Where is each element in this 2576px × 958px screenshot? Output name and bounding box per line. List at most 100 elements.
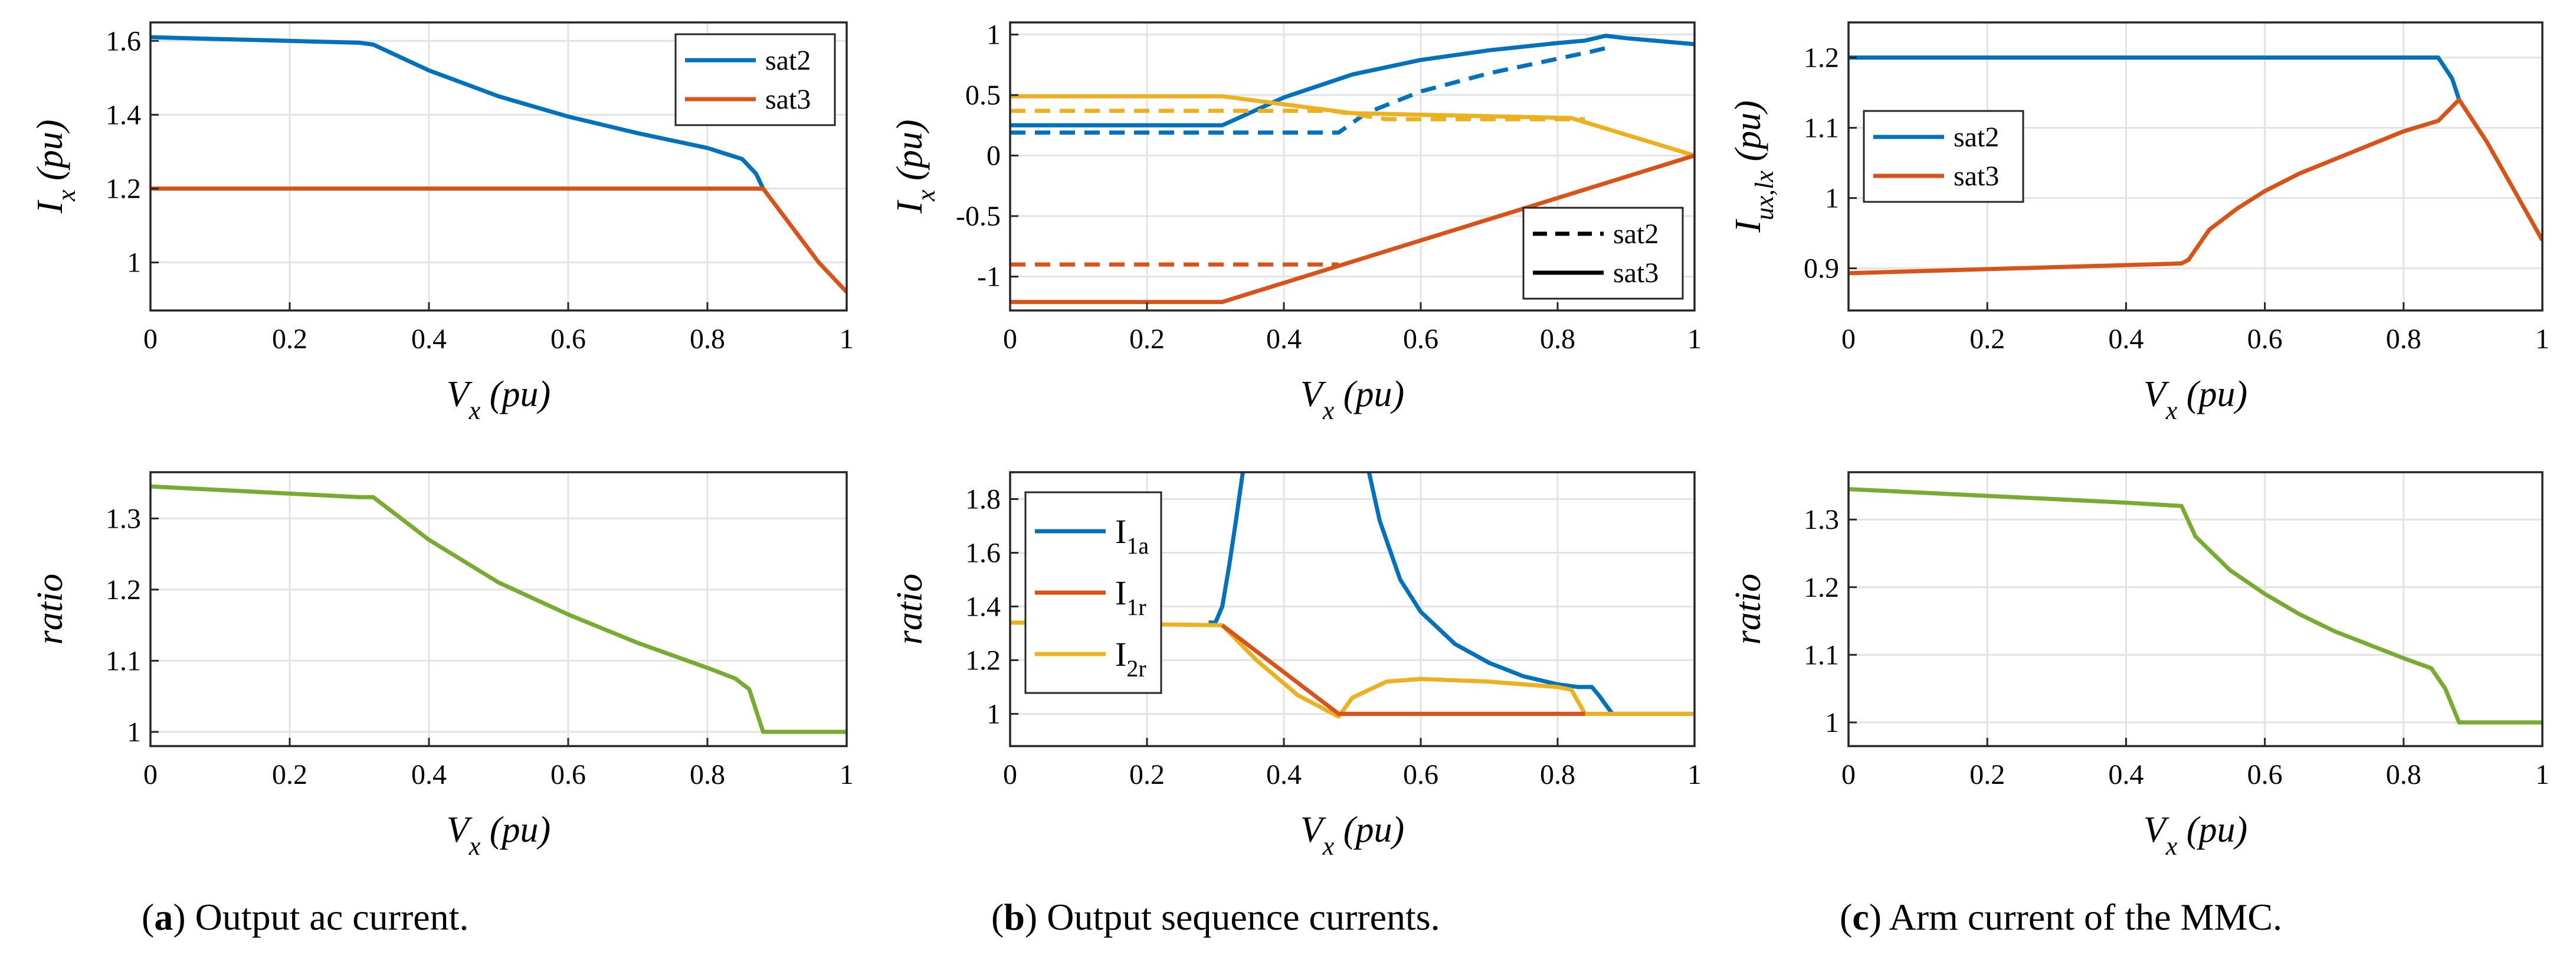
legend-label: I1a: [1115, 512, 1149, 559]
chart-b-bottom: 0 0.2 0.4 0.6 0.8 1 1 1.2 1.4 1.6 1.8 Vx (pu) ratio I…: [890, 471, 1702, 861]
series-group: [1849, 487, 2542, 725]
legend-label: sat2: [1954, 122, 1999, 153]
y-tick-label: 1.2: [965, 645, 1001, 676]
axes-frame: [149, 21, 848, 312]
y-tick-label: 1.1: [1804, 639, 1839, 671]
captions: (a) Output ac current. (b) Output sequen…: [142, 896, 2282, 938]
caption-b: (b) Output sequence currents.: [991, 896, 1440, 938]
x-tick-label: 0.2: [1129, 323, 1165, 355]
chart-a-bottom: 0 0.2 0.4 0.6 0.8 1 1 1.1 1.2 1.3 Vx (pu) ratio: [30, 471, 854, 861]
legend: sat2 sat3: [1863, 110, 2024, 203]
x-tick-label: 0.2: [272, 323, 307, 355]
x-tick-label: 0.8: [2386, 323, 2421, 355]
x-tick-label: 0.4: [411, 323, 447, 355]
y-tick-label: 1.8: [965, 483, 1001, 515]
series-line-blue-sat2: [1010, 44, 1613, 135]
x-tick-label: 0.4: [2108, 323, 2144, 355]
x-tick-label: 1: [2535, 323, 2549, 355]
series-line-sat2: [150, 35, 765, 189]
y-tick-label: 1: [987, 19, 1001, 51]
legend-box: [1522, 207, 1684, 300]
plot-area: [1849, 472, 2542, 746]
plot-area: [150, 472, 847, 746]
chart-a-top: 0 0.2 0.4 0.6 0.8 1 1 1.2 1.4 1.6 Vx (pu) Ix (pu) sa…: [30, 21, 854, 425]
series-line-sat3: [150, 187, 847, 294]
x-tick-label: 0.6: [2247, 323, 2283, 355]
x-tick-label: 1: [1687, 759, 1702, 790]
x-tick-label: 0.8: [690, 759, 725, 790]
y-axis-label: Iux,lx (pu): [1728, 100, 1779, 233]
y-axis-label: ratio: [1728, 574, 1768, 645]
x-tick-label: 0.4: [2108, 759, 2144, 790]
y-tick-label: 1.3: [1804, 504, 1839, 535]
x-tick-label: 0: [1003, 759, 1017, 790]
x-tick-label: 0.2: [1969, 323, 2005, 355]
legend-label: sat3: [1613, 257, 1659, 289]
axes-frame: [1009, 21, 1696, 312]
x-tick-label: 0: [1841, 323, 1856, 355]
y-tick-label: 1.4: [965, 591, 1001, 622]
x-axis-label: Vx (pu): [2144, 810, 2247, 861]
legend-box: [674, 33, 836, 126]
y-axis-label: ratio: [30, 574, 70, 645]
x-axis-label: Vx (pu): [1300, 810, 1404, 861]
chart-c-bottom: 0 0.2 0.4 0.6 0.8 1 1 1.1 1.2 1.3 Vx (pu) ratio: [1728, 471, 2549, 861]
series-line-blue-sat3: [1010, 34, 1695, 127]
y-axis-label: Ix (pu): [890, 120, 940, 214]
legend-label: I2r: [1115, 635, 1146, 682]
x-tick-label: 0.8: [2386, 759, 2421, 790]
x-tick-label: 0.6: [550, 323, 586, 355]
series-line-i1r: [1221, 623, 1585, 716]
x-tick-label: 0.4: [1266, 759, 1302, 790]
caption-a: (a) Output ac current.: [142, 896, 468, 938]
series-line-i1a-right: [1366, 472, 1695, 716]
y-tick-label: 1.2: [106, 574, 141, 606]
y-tick-label: 1: [127, 247, 141, 279]
y-axis-label: Ix (pu): [30, 120, 81, 214]
series-line-yellow-sat3: [1010, 94, 1695, 158]
series-group: [150, 35, 847, 294]
y-tick-label: 1: [987, 698, 1001, 730]
y-tick-label: 1: [1825, 707, 1839, 738]
x-axis-label: Vx (pu): [2144, 374, 2247, 425]
y-tick-label: 1.2: [106, 174, 141, 205]
x-tick-label: 0.8: [1540, 759, 1575, 790]
series-line-yellow-sat2: [1010, 109, 1585, 122]
legend: sat2 sat3: [674, 33, 836, 126]
y-tick-label: 1.2: [1804, 572, 1839, 603]
x-tick-label: 0.6: [1403, 759, 1438, 790]
legend-box: [1863, 110, 2024, 203]
y-tick-label: 1.2: [1804, 42, 1839, 74]
legend-label: sat2: [1613, 218, 1659, 250]
y-tick-label: 1.6: [965, 537, 1001, 568]
x-axis-label: Vx (pu): [447, 374, 550, 425]
y-axis-label: ratio: [890, 574, 930, 645]
legend: I1a I1r I2r: [1024, 491, 1162, 694]
series-line-i2r: [1010, 620, 1695, 719]
x-tick-label: 0.8: [1540, 323, 1575, 355]
legend-label: sat3: [765, 84, 811, 115]
x-tick-label: 0: [143, 759, 158, 790]
caption-c: (c) Arm current of the MMC.: [1840, 896, 2282, 938]
x-tick-label: 0: [1003, 323, 1017, 355]
y-tick-label: 1.3: [106, 503, 141, 534]
y-tick-label: 1.1: [1804, 113, 1839, 144]
series-line-ratio: [150, 484, 847, 734]
axes-frame: [149, 471, 848, 747]
y-tick-label: 0.9: [1804, 253, 1839, 285]
y-tick-label: 1: [1825, 183, 1839, 214]
legend-label: I1r: [1115, 574, 1146, 620]
x-axis-label: Vx (pu): [1300, 374, 1404, 425]
y-tick-label: -0.5: [956, 201, 1001, 232]
axes-frame: [1847, 21, 2544, 312]
chart-c-top: 0 0.2 0.4 0.6 0.8 1 0.9 1 1.1 1.2 Vx (pu) Iux,lx (p…: [1728, 21, 2549, 425]
x-tick-label: 0: [1841, 759, 1856, 790]
y-tick-label: 0.5: [965, 80, 1001, 111]
series-group: [1849, 55, 2542, 276]
series-line-sat2: [1849, 55, 2462, 100]
series-line-ratio: [1849, 487, 2542, 725]
x-tick-label: 0.6: [550, 759, 586, 790]
y-tick-label: 1.1: [106, 645, 141, 676]
series-line-i1a-left: [1208, 472, 1246, 625]
x-tick-label: 0.4: [1266, 323, 1302, 355]
